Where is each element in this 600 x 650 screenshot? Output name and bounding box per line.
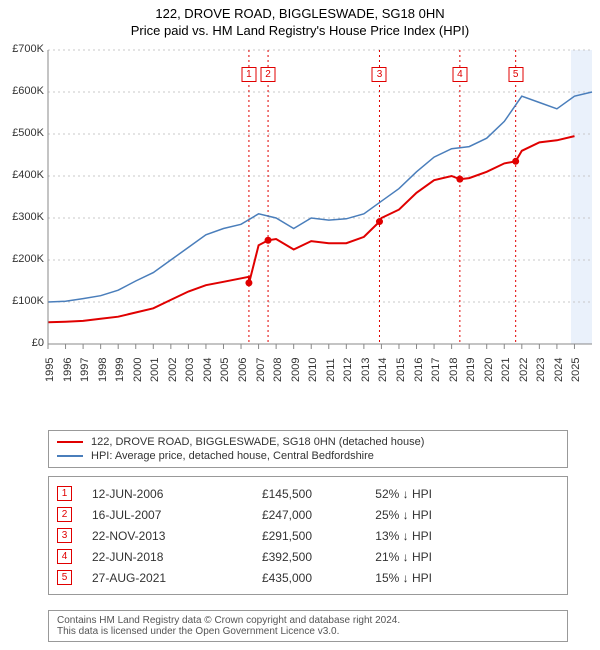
x-axis-label: 1996 xyxy=(62,358,74,382)
x-axis-label: 2024 xyxy=(553,358,565,382)
sale-hpi: 21% ↓ HPI xyxy=(332,550,432,564)
sale-hpi: 25% ↓ HPI xyxy=(332,508,432,522)
x-axis-label: 1995 xyxy=(44,358,56,382)
y-axis-label: £500K xyxy=(0,127,44,139)
y-axis-label: £700K xyxy=(0,43,44,55)
sale-row: 1 12-JUN-2006 £145,500 52% ↓ HPI xyxy=(57,483,559,504)
sale-hpi: 15% ↓ HPI xyxy=(332,571,432,585)
x-axis-label: 2013 xyxy=(360,358,372,382)
footnote: Contains HM Land Registry data © Crown c… xyxy=(48,610,568,642)
x-axis-label: 2003 xyxy=(184,358,196,382)
x-axis-label: 2009 xyxy=(290,358,302,382)
x-axis-label: 2005 xyxy=(219,358,231,382)
footnote-line: Contains HM Land Registry data © Crown c… xyxy=(57,615,559,626)
legend-row: HPI: Average price, detached house, Cent… xyxy=(57,449,559,463)
x-axis-label: 2001 xyxy=(149,358,161,382)
sale-price: £392,500 xyxy=(222,550,312,564)
x-axis-label: 2002 xyxy=(167,358,179,382)
sale-row: 3 22-NOV-2013 £291,500 13% ↓ HPI xyxy=(57,525,559,546)
title-address: 122, DROVE ROAD, BIGGLESWADE, SG18 0HN xyxy=(0,6,600,21)
sale-marker-badge: 3 xyxy=(57,528,72,543)
x-axis-label: 2016 xyxy=(413,358,425,382)
title-sub: Price paid vs. HM Land Registry's House … xyxy=(0,23,600,38)
x-axis-label: 2025 xyxy=(570,358,582,382)
sale-marker-1: 1 xyxy=(241,67,256,82)
sale-date: 22-NOV-2013 xyxy=(92,529,202,543)
sale-hpi: 13% ↓ HPI xyxy=(332,529,432,543)
x-axis-label: 2020 xyxy=(483,358,495,382)
x-axis-label: 2021 xyxy=(500,358,512,382)
legend-row: 122, DROVE ROAD, BIGGLESWADE, SG18 0HN (… xyxy=(57,435,559,449)
x-axis-label: 2007 xyxy=(255,358,267,382)
sale-marker-badge: 2 xyxy=(57,507,72,522)
y-axis-label: £100K xyxy=(0,295,44,307)
sale-marker-badge: 5 xyxy=(57,570,72,585)
x-axis-label: 2014 xyxy=(377,358,389,382)
x-axis-label: 2012 xyxy=(342,358,354,382)
y-axis-label: £0 xyxy=(0,337,44,349)
x-axis-label: 2017 xyxy=(430,358,442,382)
sale-date: 27-AUG-2021 xyxy=(92,571,202,585)
x-axis-label: 2006 xyxy=(237,358,249,382)
legend-label: HPI: Average price, detached house, Cent… xyxy=(91,450,374,462)
sale-marker-4: 4 xyxy=(452,67,467,82)
chart-area: £0 £100K £200K £300K £400K £500K £600K £700K 199… xyxy=(0,44,600,424)
y-axis-label: £400K xyxy=(0,169,44,181)
sale-row: 4 22-JUN-2018 £392,500 21% ↓ HPI xyxy=(57,546,559,567)
sale-date: 22-JUN-2018 xyxy=(92,550,202,564)
sale-date: 16-JUL-2007 xyxy=(92,508,202,522)
x-axis-label: 2018 xyxy=(448,358,460,382)
x-axis-label: 2022 xyxy=(518,358,530,382)
x-axis-label: 2008 xyxy=(272,358,284,382)
y-axis-label: £600K xyxy=(0,85,44,97)
chart-titles: 122, DROVE ROAD, BIGGLESWADE, SG18 0HN P… xyxy=(0,0,600,38)
x-axis-label: 1998 xyxy=(97,358,109,382)
x-axis-label: 2011 xyxy=(325,358,337,382)
legend-swatch xyxy=(57,455,83,457)
sale-price: £247,000 xyxy=(222,508,312,522)
x-axis-label: 2010 xyxy=(307,358,319,382)
sale-date: 12-JUN-2006 xyxy=(92,487,202,501)
sale-marker-5: 5 xyxy=(508,67,523,82)
y-axis-label: £200K xyxy=(0,253,44,265)
footnote-line: This data is licensed under the Open Gov… xyxy=(57,626,559,637)
sale-hpi: 52% ↓ HPI xyxy=(332,487,432,501)
x-axis-label: 2004 xyxy=(202,358,214,382)
sale-row: 2 16-JUL-2007 £247,000 25% ↓ HPI xyxy=(57,504,559,525)
sale-price: £291,500 xyxy=(222,529,312,543)
x-axis-label: 2019 xyxy=(465,358,477,382)
sale-price: £435,000 xyxy=(222,571,312,585)
legend-swatch xyxy=(57,441,83,443)
x-axis-label: 1999 xyxy=(114,358,126,382)
x-axis-label: 2000 xyxy=(132,358,144,382)
sale-marker-badge: 4 xyxy=(57,549,72,564)
sale-row: 5 27-AUG-2021 £435,000 15% ↓ HPI xyxy=(57,567,559,588)
x-axis-label: 1997 xyxy=(79,358,91,382)
x-axis-label: 2023 xyxy=(535,358,547,382)
x-axis-label: 2015 xyxy=(395,358,407,382)
sale-marker-badge: 1 xyxy=(57,486,72,501)
sale-price: £145,500 xyxy=(222,487,312,501)
sale-marker-2: 2 xyxy=(261,67,276,82)
legend: 122, DROVE ROAD, BIGGLESWADE, SG18 0HN (… xyxy=(48,430,568,468)
sale-marker-3: 3 xyxy=(372,67,387,82)
legend-label: 122, DROVE ROAD, BIGGLESWADE, SG18 0HN (… xyxy=(91,436,424,448)
y-axis-label: £300K xyxy=(0,211,44,223)
sales-table: 1 12-JUN-2006 £145,500 52% ↓ HPI 2 16-JUL-200… xyxy=(48,476,568,595)
